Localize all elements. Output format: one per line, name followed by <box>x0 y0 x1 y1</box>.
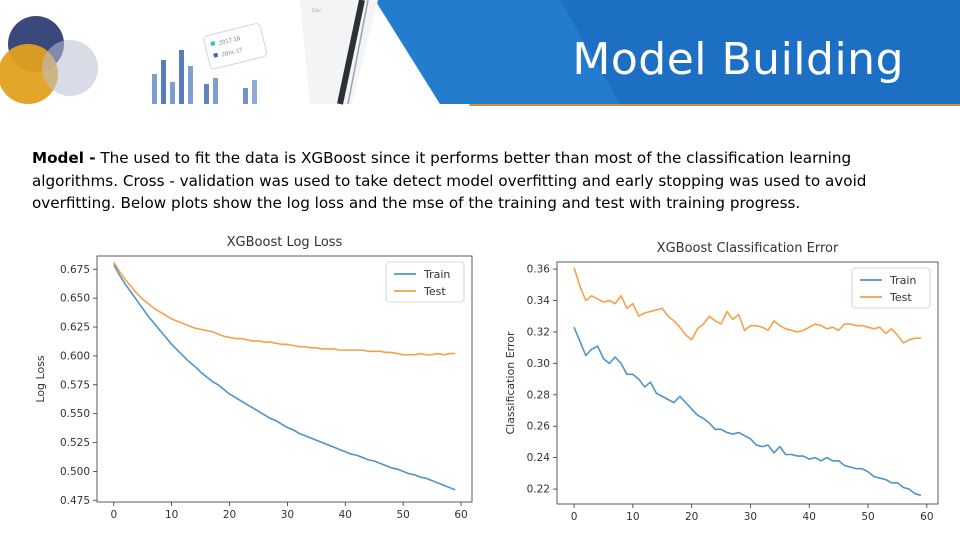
legend-label-train: Train <box>889 274 916 287</box>
series-line-train <box>573 326 922 497</box>
deco-card: 2017.18 20nc.17 <box>203 23 268 70</box>
x-tick-label: 60 <box>454 509 467 521</box>
legend-label-test: Test <box>423 285 446 298</box>
body-paragraph: Model - The used to fit the data is XGBo… <box>32 147 912 215</box>
y-tick-label: 0.575 <box>60 379 90 391</box>
plot-frame <box>556 261 939 505</box>
y-tick-label: 0.36 <box>527 264 551 276</box>
x-tick-label: 10 <box>165 509 178 521</box>
series-line-test <box>113 261 456 356</box>
y-tick-label: 0.475 <box>60 495 90 507</box>
chart-title: XGBoost Log Loss <box>227 235 343 250</box>
header-graphic: 2017.18 20nc.17 Dav <box>0 0 960 106</box>
legend-label-train: Train <box>423 268 450 281</box>
x-tick-label: 20 <box>685 511 698 523</box>
gold-accent-band <box>468 104 960 106</box>
x-tick-label: 0 <box>110 509 117 521</box>
paragraph-text: The used to fit the data is XGBoost sinc… <box>32 149 867 212</box>
deco-label-1: 2017.18 <box>218 36 241 47</box>
title-band-highlight <box>375 0 620 104</box>
header-band: 2017.18 20nc.17 Dav Model Building <box>0 0 960 106</box>
y-tick-label: 0.600 <box>60 350 90 362</box>
series-line-train <box>113 264 456 491</box>
tablet-edge <box>300 0 378 104</box>
circle-grey-icon <box>42 40 98 96</box>
x-tick-label: 20 <box>223 509 236 521</box>
chart-title: XGBoost Classification Error <box>657 241 839 256</box>
y-tick-label: 0.550 <box>60 408 90 420</box>
x-tick-label: 60 <box>920 511 933 523</box>
plot-frame <box>96 255 473 503</box>
classification-error-chart: XGBoost Classification Error Classificati… <box>504 241 939 523</box>
bar-graphic-icon <box>152 50 257 104</box>
deco-label-3: Dav <box>312 8 321 14</box>
x-tick-label: 30 <box>744 511 757 523</box>
x-tick-label: 40 <box>803 511 816 523</box>
y-axis-label: Classification Error <box>504 331 517 435</box>
x-tick-label: 0 <box>571 511 578 523</box>
x-tick-label: 50 <box>396 509 409 521</box>
y-tick-label: 0.30 <box>527 358 550 370</box>
log-loss-chart: XGBoost Log Loss Log Loss 0 10 20 30 40 50 60 0.4… <box>34 235 473 521</box>
y-axis-label: Log Loss <box>34 355 47 403</box>
legend-box <box>385 261 465 303</box>
y-tick-label: 0.625 <box>60 322 90 334</box>
paragraph-label: Model - <box>32 149 96 167</box>
y-tick-label: 0.675 <box>60 264 90 276</box>
x-tick-label: 50 <box>861 511 874 523</box>
legend-box <box>851 267 931 309</box>
slide-title: Model Building <box>572 34 904 85</box>
series-line-test <box>573 267 921 344</box>
x-tick-label: 30 <box>281 509 294 521</box>
y-tick-label: 0.22 <box>527 484 550 496</box>
x-tick-label: 10 <box>626 511 639 523</box>
deco-label-2: 20nc.17 <box>221 47 244 58</box>
y-tick-label: 0.34 <box>527 295 551 307</box>
y-tick-label: 0.24 <box>527 452 551 464</box>
y-tick-label: 0.525 <box>60 437 90 449</box>
y-tick-label: 0.650 <box>60 293 90 305</box>
legend-label-test: Test <box>889 291 912 304</box>
y-tick-label: 0.26 <box>527 421 551 433</box>
pen-icon <box>337 0 365 105</box>
x-tick-label: 40 <box>339 509 352 521</box>
y-tick-label: 0.28 <box>527 389 550 401</box>
y-tick-label: 0.32 <box>527 326 550 338</box>
y-tick-label: 0.500 <box>60 466 90 478</box>
